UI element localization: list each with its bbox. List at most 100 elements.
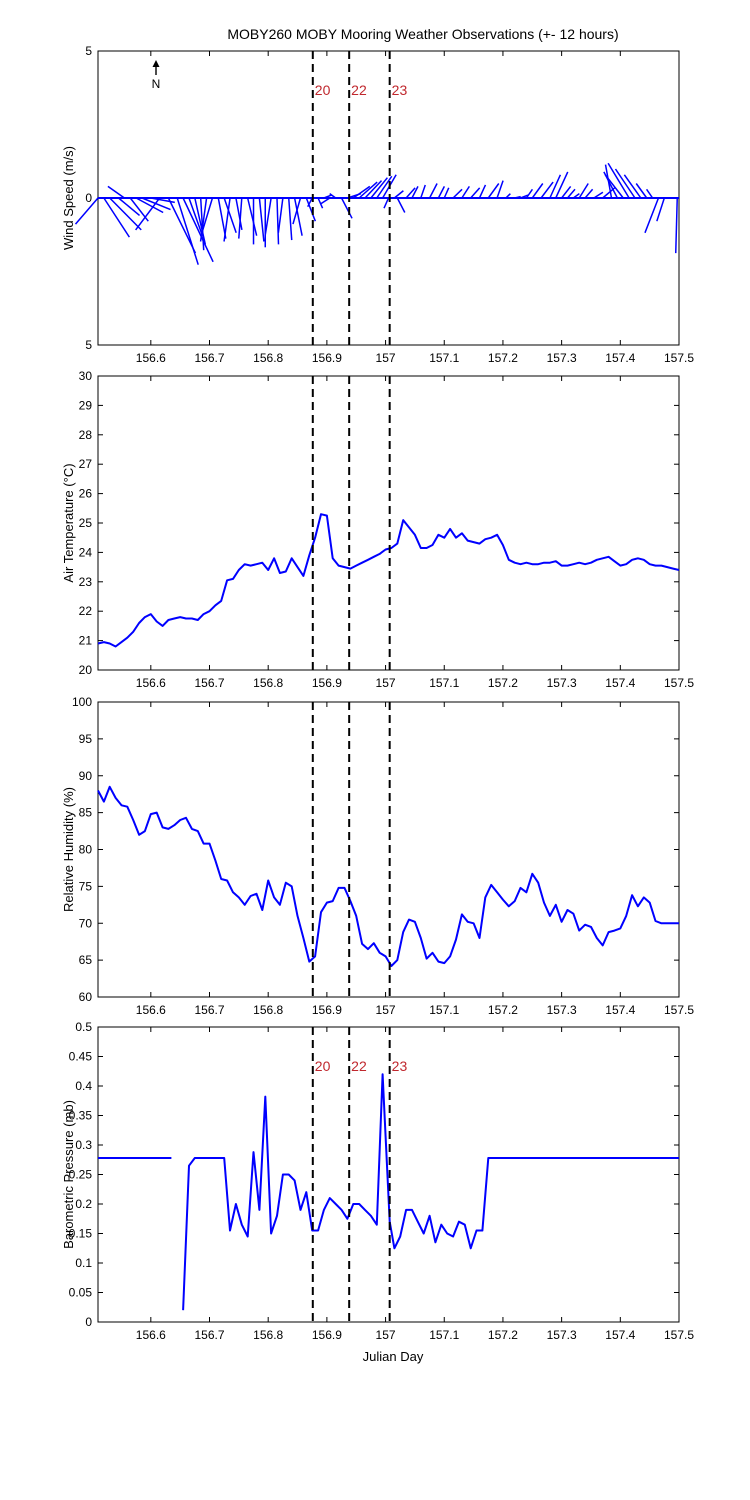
series-line	[97, 785, 679, 967]
wind-stick	[292, 197, 302, 225]
panel-2: 20 21 22 23 24 25 26 27 28 29 30 156.6 156.7 156.8 156…	[61, 369, 694, 690]
wind-stick	[188, 197, 204, 236]
wind-stick	[393, 190, 404, 199]
wind-stick	[320, 197, 331, 205]
y-axis-label: Air Temperature (°C)	[61, 463, 76, 582]
event-marker-label: 23	[392, 1058, 408, 1074]
wind-stick	[514, 195, 521, 199]
wind-stick	[396, 197, 406, 213]
wind-stick	[555, 171, 569, 199]
y-tick-label: 100	[72, 695, 92, 709]
x-tick-label: 156.6	[136, 676, 166, 690]
y-tick-label: 30	[79, 369, 93, 383]
wind-stick	[276, 197, 280, 245]
wind-stick	[199, 197, 205, 251]
x-tick-label: 157.5	[664, 351, 694, 365]
y-tick-label: 0	[85, 191, 92, 205]
y-tick-label: 0.1	[75, 1256, 92, 1270]
wind-stick	[317, 197, 324, 209]
wind-stick	[135, 197, 164, 214]
wind-stick	[182, 197, 214, 263]
wind-stick	[487, 183, 500, 199]
wind-stick	[607, 162, 630, 199]
y-tick-label: 0.25	[69, 1168, 93, 1182]
y-tick-label: 0.4	[75, 1079, 92, 1093]
wind-stick	[525, 188, 534, 199]
wind-stick	[411, 186, 419, 199]
wind-stick	[352, 185, 371, 199]
wind-stick	[329, 193, 337, 199]
y-tick-label: 70	[79, 916, 93, 930]
y-tick-label: 29	[79, 398, 93, 412]
wind-stick	[623, 174, 642, 199]
x-tick-label: 157.5	[664, 1328, 694, 1342]
north-arrow-icon	[152, 60, 160, 67]
wind-stick	[323, 194, 332, 199]
y-tick-label: 21	[79, 634, 93, 648]
x-tick-label: 157.3	[547, 676, 577, 690]
y-tick-label: 0.35	[69, 1109, 93, 1123]
wind-stick	[246, 197, 258, 236]
wind-stick	[428, 183, 438, 199]
x-tick-label: 157	[376, 676, 396, 690]
y-tick-label: 0.05	[69, 1286, 93, 1300]
chart-panels: 5 0 5 156.6 156.7 156.8 156.9 157 157.1 157.2 157.…	[61, 44, 694, 1342]
wind-stick	[74, 197, 99, 225]
wind-stick	[277, 197, 284, 233]
x-axis-label: Julian Day	[363, 1349, 424, 1364]
wind-stick	[614, 168, 636, 199]
y-tick-label: 28	[79, 428, 93, 442]
wind-stick	[461, 185, 470, 199]
wind-stick	[437, 186, 446, 199]
wind-stick	[505, 193, 511, 199]
wind-stick	[223, 197, 237, 234]
x-tick-label: 157.1	[429, 676, 459, 690]
x-tick-label: 157.1	[429, 1328, 459, 1342]
y-tick-label: 5	[85, 338, 92, 352]
wind-stick	[358, 181, 378, 199]
wind-stick	[470, 187, 481, 199]
wind-stick	[305, 197, 317, 222]
x-tick-label: 157.3	[547, 351, 577, 365]
wind-stick	[141, 197, 171, 211]
wind-stick	[644, 197, 660, 234]
wind-stick	[420, 184, 426, 199]
wind-stick	[199, 197, 208, 242]
x-tick-label: 157	[376, 351, 396, 365]
x-tick-label: 156.8	[253, 676, 283, 690]
x-tick-label: 156.7	[194, 351, 224, 365]
y-tick-label: 26	[79, 487, 93, 501]
x-tick-label: 157.2	[488, 351, 518, 365]
x-tick-label: 156.9	[312, 1003, 342, 1017]
event-marker-label: 20	[315, 82, 331, 98]
y-tick-label: 0.45	[69, 1050, 93, 1064]
x-tick-label: 157.2	[488, 1328, 518, 1342]
wind-stick	[287, 197, 293, 241]
event-marker-label: 23	[392, 82, 408, 98]
wind-stick	[103, 197, 130, 238]
wind-stick	[578, 183, 589, 199]
y-tick-label: 20	[79, 663, 93, 677]
y-tick-label: 0.3	[75, 1138, 92, 1152]
y-tick-label: 5	[85, 44, 92, 58]
y-tick-label: 25	[79, 516, 93, 530]
y-tick-label: 24	[79, 545, 93, 559]
panel-1: 5 0 5 156.6 156.7 156.8 156.9 157 157.1 157.2 157.…	[61, 44, 694, 365]
x-tick-label: 156.8	[253, 1003, 283, 1017]
x-tick-label: 156.7	[194, 1003, 224, 1017]
wind-stick	[443, 187, 450, 199]
wind-stick	[572, 193, 580, 199]
y-tick-label: 0	[85, 1315, 92, 1329]
wind-stick	[496, 180, 504, 199]
y-tick-label: 65	[79, 953, 93, 967]
x-tick-label: 157.4	[605, 676, 635, 690]
y-axis-label: Relative Humidity (%)	[61, 787, 76, 912]
y-tick-label: 0.15	[69, 1227, 93, 1241]
x-tick-label: 156.8	[253, 1328, 283, 1342]
plot-frame	[97, 375, 680, 671]
wind-stick	[405, 187, 416, 199]
y-tick-label: 0.2	[75, 1197, 92, 1211]
x-tick-label: 156.9	[312, 676, 342, 690]
x-tick-label: 156.6	[136, 351, 166, 365]
wind-stick	[201, 197, 214, 234]
